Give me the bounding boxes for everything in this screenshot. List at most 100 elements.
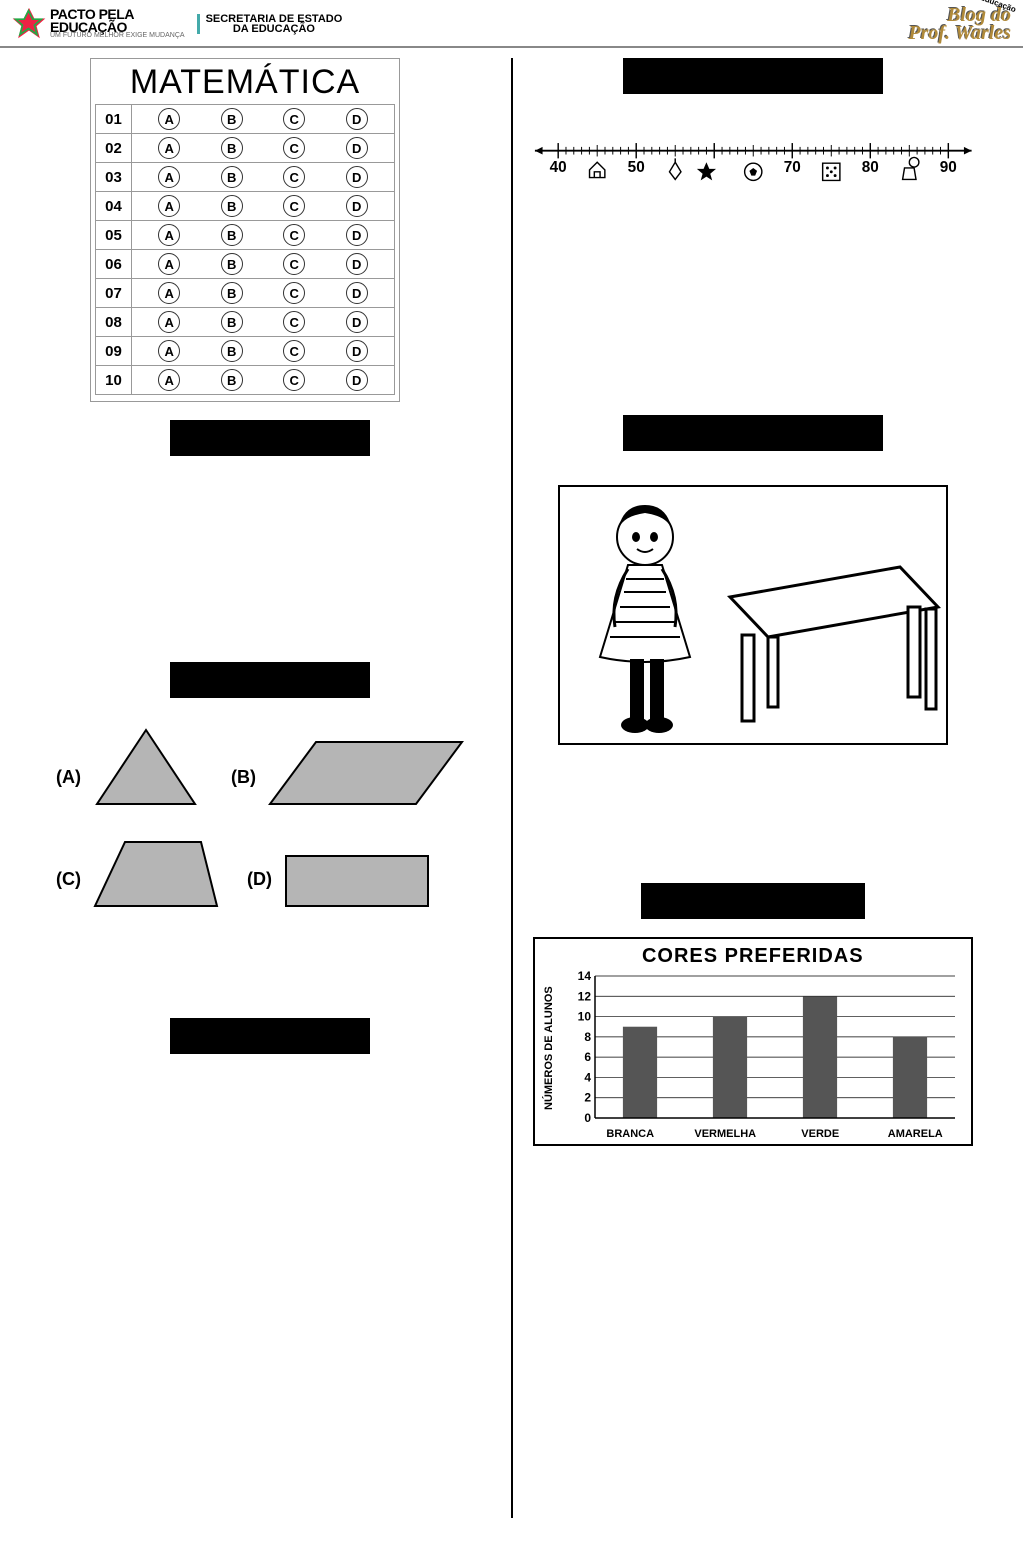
bubble-d[interactable]: D	[346, 195, 368, 217]
bubble-a[interactable]: A	[158, 108, 180, 130]
row-bubbles: A B C D	[132, 337, 395, 366]
ytick-label: 10	[577, 1010, 591, 1024]
shape-label-b: (B)	[211, 767, 256, 808]
girl-icon	[600, 505, 690, 733]
redacted-box-r1	[623, 58, 883, 94]
bubble-c[interactable]: C	[283, 195, 305, 217]
bubble-d[interactable]: D	[346, 166, 368, 188]
bubble-c[interactable]: C	[283, 311, 305, 333]
bubble-d[interactable]: D	[346, 137, 368, 159]
pacto-logo: PACTO PELA EDUCAÇÃO UM FUTURO MELHOR EXI…	[12, 7, 185, 41]
sec-line2: DA EDUCAÇÃO	[206, 24, 343, 34]
bubble-c[interactable]: C	[283, 137, 305, 159]
bubble-d[interactable]: D	[346, 340, 368, 362]
chart-xlabels: BRANCAVERMELHAVERDEAMARELA	[543, 1128, 963, 1140]
xlabel: VERMELHA	[678, 1128, 773, 1140]
shape-label-d: (D)	[231, 869, 272, 910]
spacer	[533, 745, 974, 865]
bubble-c[interactable]: C	[283, 108, 305, 130]
row-bubbles: A B C D	[132, 250, 395, 279]
row-bubbles: A B C D	[132, 163, 395, 192]
house-icon	[589, 162, 604, 177]
bubble-a[interactable]: A	[158, 311, 180, 333]
numline-label: 40	[549, 159, 566, 176]
ytick-label: 14	[577, 969, 591, 983]
answer-row: 07ABCD	[96, 279, 395, 308]
ytick-label: 0	[584, 1111, 591, 1125]
row-number: 01	[96, 105, 132, 134]
xlabel: VERDE	[773, 1128, 868, 1140]
bubble-d[interactable]: D	[346, 311, 368, 333]
bubble-d[interactable]: D	[346, 282, 368, 304]
bubble-b[interactable]: B	[221, 311, 243, 333]
row-number: 05	[96, 221, 132, 250]
row-number: 09	[96, 337, 132, 366]
row-bubbles: A B C D	[132, 221, 395, 250]
bubble-b[interactable]: B	[221, 195, 243, 217]
bubble-c[interactable]: C	[283, 369, 305, 391]
top-icon	[669, 158, 680, 179]
header-left: PACTO PELA EDUCAÇÃO UM FUTURO MELHOR EXI…	[12, 7, 342, 41]
xlabel: AMARELA	[868, 1128, 963, 1140]
secretaria-logo: SECRETARIA DE ESTADO DA EDUCAÇÃO	[197, 14, 343, 35]
row-bubbles: A B C D	[132, 134, 395, 163]
bar-verde	[803, 996, 837, 1118]
row-number: 02	[96, 134, 132, 163]
shape-label-a: (A)	[56, 767, 81, 808]
trapezoid-shape	[91, 838, 221, 910]
bubble-c[interactable]: C	[283, 253, 305, 275]
bubble-b[interactable]: B	[221, 137, 243, 159]
bubble-a[interactable]: A	[158, 253, 180, 275]
bubble-d[interactable]: D	[346, 108, 368, 130]
ytick-label: 6	[584, 1050, 591, 1064]
row-number: 06	[96, 250, 132, 279]
bar-amarela	[893, 1037, 927, 1118]
bubble-b[interactable]: B	[221, 282, 243, 304]
bubble-b[interactable]: B	[221, 340, 243, 362]
sheet-title: MATEMÁTICA	[95, 63, 395, 104]
bubble-d[interactable]: D	[346, 253, 368, 275]
bubble-c[interactable]: C	[283, 166, 305, 188]
bubble-a[interactable]: A	[158, 195, 180, 217]
bubble-a[interactable]: A	[158, 224, 180, 246]
numline-label: 80	[861, 159, 878, 176]
answer-row: 05 A B C D	[96, 221, 395, 250]
bubble-b[interactable]: B	[221, 253, 243, 275]
bubble-a[interactable]: A	[158, 282, 180, 304]
bar-branca	[623, 1027, 657, 1118]
bubble-b[interactable]: B	[221, 369, 243, 391]
bubble-b[interactable]: B	[221, 108, 243, 130]
bar-chart: CORES PREFERIDAS NÚMEROS DE ALUNOS 02468…	[533, 937, 973, 1146]
bubble-a[interactable]: A	[158, 340, 180, 362]
answer-row: 04 A B C D	[96, 192, 395, 221]
bubble-c[interactable]: C	[283, 340, 305, 362]
girl-table-figure	[558, 485, 948, 745]
bubble-b[interactable]: B	[221, 166, 243, 188]
redacted-box-r2	[623, 415, 883, 451]
redacted-box-3	[170, 1018, 370, 1054]
bubble-c[interactable]: C	[283, 282, 305, 304]
numline-label: 70	[783, 159, 800, 176]
row-bubbles: A B C D	[132, 279, 395, 308]
bubble-b[interactable]: B	[221, 224, 243, 246]
ball-icon	[744, 163, 761, 180]
answer-row: 08ABCD	[96, 308, 395, 337]
bubble-a[interactable]: A	[158, 369, 180, 391]
answer-table: 01ABCD02ABCD03ABCD04ABCD05ABCD06ABCD07AB…	[95, 104, 395, 395]
bubble-a[interactable]: A	[158, 166, 180, 188]
answer-row: 06 A B C D	[96, 250, 395, 279]
bubble-a[interactable]: A	[158, 137, 180, 159]
bubble-d[interactable]: D	[346, 369, 368, 391]
bubble-c[interactable]: C	[283, 224, 305, 246]
answer-sheet: MATEMÁTICA 01ABCD02ABCD03ABCD04ABCD05ABC…	[90, 58, 400, 402]
chart-canvas: 02468101214	[555, 968, 963, 1128]
answer-row: 10ABCD	[96, 366, 395, 395]
bubble-d[interactable]: D	[346, 224, 368, 246]
blog-logo: Educação Blog do Prof. Warles	[908, 6, 1011, 42]
row-number: 04	[96, 192, 132, 221]
triangle-shape	[91, 726, 201, 808]
rectangle-shape	[282, 852, 432, 910]
chart-title: CORES PREFERIDAS	[543, 945, 963, 968]
answer-row: 01 A B C D	[96, 105, 395, 134]
row-bubbles: A B C D	[132, 366, 395, 395]
